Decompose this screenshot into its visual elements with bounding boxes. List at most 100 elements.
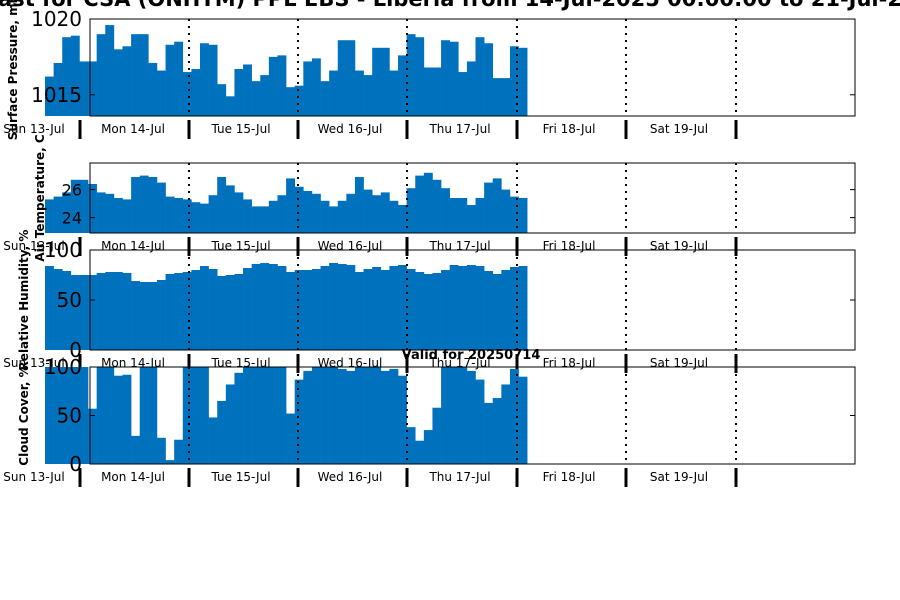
bar <box>122 374 132 464</box>
bar <box>294 270 304 350</box>
bar <box>251 367 261 464</box>
bar <box>70 35 80 116</box>
bar <box>466 205 476 233</box>
bar <box>243 64 252 116</box>
bar <box>320 200 330 233</box>
day-separator-mark <box>296 354 300 373</box>
bar <box>45 199 54 233</box>
bar <box>484 402 494 464</box>
bar <box>148 62 158 116</box>
bar <box>260 367 270 464</box>
bar <box>372 367 382 464</box>
bar <box>509 196 519 233</box>
bar <box>458 198 468 233</box>
bar <box>458 72 468 116</box>
bar <box>139 34 149 116</box>
bar <box>441 367 450 464</box>
day-separator-mark <box>515 237 519 256</box>
bar <box>398 375 407 464</box>
bar <box>217 276 227 350</box>
bar <box>225 185 235 233</box>
bar <box>380 370 390 464</box>
bar <box>96 273 106 350</box>
day-separator-mark <box>624 120 628 139</box>
y-axis-label: Surface Pressure, mb <box>6 0 20 140</box>
bar <box>346 370 356 464</box>
bar <box>346 193 356 233</box>
day-separator-mark <box>515 120 519 139</box>
day-separator-mark <box>734 354 738 373</box>
bar <box>182 72 192 116</box>
bar <box>484 43 494 116</box>
x-day-label: Sat 19-Jul <box>650 122 708 136</box>
bar <box>432 179 442 233</box>
bar <box>363 367 373 464</box>
day-separator-mark <box>624 237 628 256</box>
bar <box>475 266 485 350</box>
bar <box>406 269 416 350</box>
bar <box>260 75 270 116</box>
bar <box>79 179 89 233</box>
bar <box>62 367 72 464</box>
day-separator-mark <box>78 237 82 256</box>
bar <box>88 275 97 350</box>
bar <box>484 271 494 350</box>
bar <box>484 182 494 233</box>
bar <box>509 46 519 116</box>
bar <box>380 47 390 116</box>
bar <box>363 75 373 116</box>
bar <box>139 175 149 233</box>
bar <box>492 398 502 464</box>
bar <box>79 367 89 464</box>
bar <box>449 265 459 350</box>
bar <box>70 179 80 233</box>
bar <box>268 200 278 233</box>
day-separator-mark <box>624 354 628 373</box>
bar <box>200 367 209 464</box>
bar <box>191 69 201 116</box>
bar <box>354 367 364 464</box>
bar <box>208 269 218 350</box>
day-separator-mark <box>515 354 519 373</box>
day-separator-mark <box>405 237 409 256</box>
day-separator-mark <box>296 237 300 256</box>
bar <box>174 439 184 464</box>
x-day-label: Wed 16-Jul <box>318 470 383 484</box>
bar <box>286 413 295 464</box>
x-day-label: Tue 15-Jul <box>210 239 270 253</box>
x-day-label: Sun 13-Jul <box>3 239 64 253</box>
x-day-label: Sun 13-Jul <box>3 356 64 370</box>
bar <box>165 44 175 116</box>
bar <box>501 189 511 233</box>
bar <box>131 34 141 116</box>
bar <box>398 265 407 350</box>
bar <box>225 275 235 350</box>
bar <box>303 61 313 116</box>
bar <box>363 189 373 233</box>
bar <box>441 270 450 350</box>
bar <box>251 81 261 116</box>
bar <box>449 367 459 464</box>
bar <box>113 198 123 233</box>
x-day-label: Sat 19-Jul <box>650 239 708 253</box>
bar <box>303 370 313 464</box>
bar <box>458 367 468 464</box>
bar <box>320 367 330 464</box>
bar <box>311 269 321 350</box>
bar <box>88 61 97 116</box>
bar <box>165 460 175 464</box>
day-separator-mark <box>734 237 738 256</box>
x-day-label: Tue 15-Jul <box>210 470 270 484</box>
bar <box>200 43 209 116</box>
bar <box>234 192 244 233</box>
bar <box>329 263 339 350</box>
y-axis-label: Relative Humidity, % <box>17 230 31 371</box>
bar <box>441 188 450 233</box>
bar <box>423 67 433 116</box>
x-day-label: Thu 17-Jul <box>428 239 490 253</box>
bar <box>131 435 141 464</box>
bar <box>406 188 416 233</box>
